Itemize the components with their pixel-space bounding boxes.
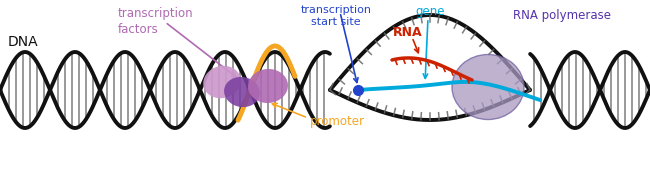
Ellipse shape bbox=[224, 77, 260, 107]
Ellipse shape bbox=[203, 66, 240, 98]
Text: RNA: RNA bbox=[393, 25, 422, 39]
Text: RNA polymerase: RNA polymerase bbox=[513, 9, 611, 21]
Text: promoter: promoter bbox=[310, 116, 365, 128]
Ellipse shape bbox=[452, 55, 524, 120]
Text: transcription
factors: transcription factors bbox=[118, 7, 194, 36]
Ellipse shape bbox=[248, 69, 288, 103]
Text: DNA: DNA bbox=[8, 35, 38, 49]
Text: transcription
start site: transcription start site bbox=[300, 5, 372, 27]
Text: gene: gene bbox=[415, 6, 445, 18]
